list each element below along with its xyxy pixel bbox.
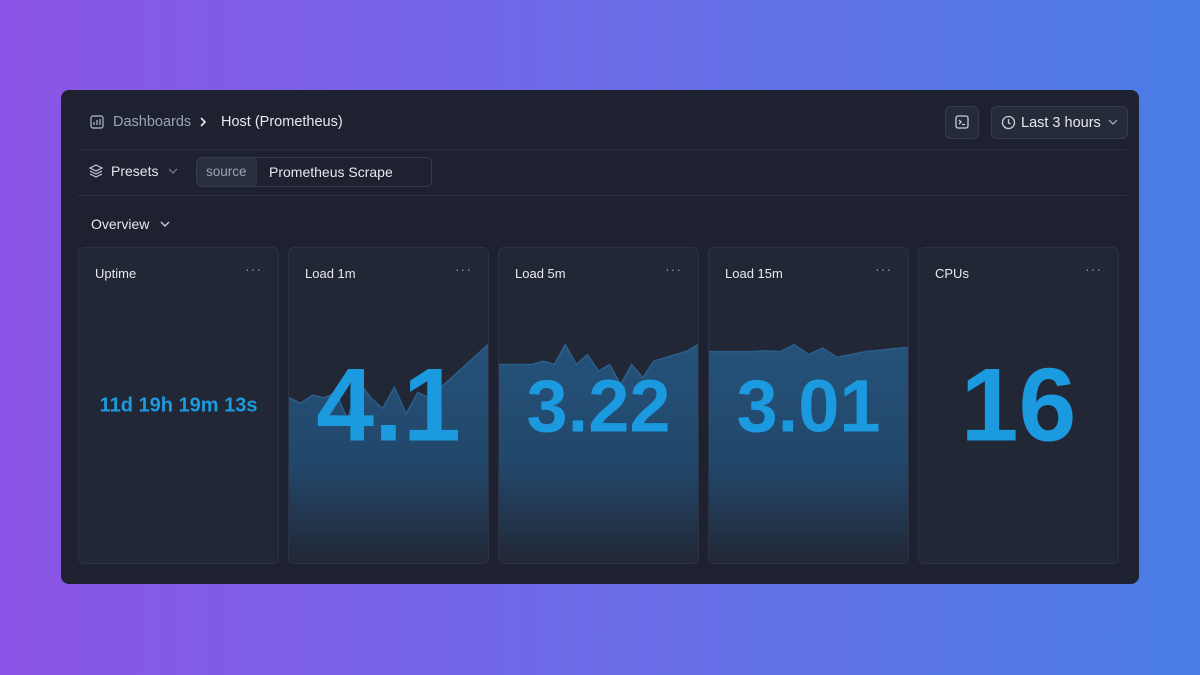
time-range: Last 3 hours: [1021, 115, 1101, 131]
stat-value: 4.1: [316, 347, 461, 463]
dashboard-icon: [90, 115, 104, 129]
sparkline-area: [709, 344, 908, 563]
stat-panel: Load 5m ··· 3.22: [498, 247, 699, 564]
filter-key-bg: [197, 158, 257, 186]
panel-title: CPUs: [935, 266, 969, 281]
sparkline: [289, 344, 488, 563]
panel-menu[interactable]: ···: [245, 261, 262, 277]
section-title[interactable]: Overview: [91, 216, 150, 232]
presets-dropdown[interactable]: Presets: [111, 163, 159, 179]
sparkline-area: [499, 344, 698, 563]
filter-key: source: [206, 164, 247, 179]
clock-icon: [1001, 115, 1016, 130]
layers-icon: [89, 164, 103, 178]
panel-menu[interactable]: ···: [665, 261, 682, 277]
filter-value: Prometheus Scrape: [269, 164, 393, 180]
stat-panel: Load 1m ··· 4.1: [288, 247, 489, 564]
divider: [77, 149, 1127, 150]
stat-panel: Load 15m ··· 3.01: [708, 247, 909, 564]
chevron: [168, 168, 178, 174]
terminal-icon: [955, 115, 969, 129]
terminal-button[interactable]: [945, 106, 979, 139]
breadcrumb-separator: [200, 117, 207, 127]
divider: [77, 195, 1127, 196]
sparkline-area: [289, 344, 488, 563]
panel-menu[interactable]: ···: [455, 261, 472, 277]
source-filter[interactable]: source Prometheus Scrape: [196, 157, 432, 187]
sparkline-line: [289, 344, 488, 422]
panel-menu[interactable]: ···: [1085, 261, 1102, 277]
sparkline: [499, 343, 698, 563]
stat-value: 11d 19h 19m 13s: [99, 394, 258, 416]
stat-value: 16: [960, 347, 1077, 463]
sparkline-line: [709, 343, 908, 359]
stat-panel: CPUs ··· 16: [918, 247, 1119, 564]
dashboard-card: Dashboards Host (Prometheus) Last 3 hour…: [61, 90, 1139, 584]
panel-title: Load 15m: [725, 266, 783, 281]
breadcrumb-current: Host (Prometheus): [221, 114, 343, 130]
panel-menu[interactable]: ···: [875, 261, 892, 277]
panel-title: Load 5m: [515, 266, 566, 281]
panel-title: Uptime: [95, 266, 137, 281]
panel-title: Load 1m: [305, 266, 356, 281]
sparkline-line: [499, 343, 698, 386]
stat-value: 3.22: [526, 364, 671, 447]
chevron: [1108, 119, 1118, 125]
time-range-button[interactable]: Last 3 hours: [991, 106, 1128, 139]
stat-value: 3.01: [736, 364, 881, 447]
chevron: [160, 221, 170, 227]
breadcrumb-parent[interactable]: Dashboards: [113, 114, 192, 130]
sparkline: [709, 343, 908, 563]
stat-panel: Uptime ··· 11d 19h 19m 13s: [78, 247, 279, 564]
